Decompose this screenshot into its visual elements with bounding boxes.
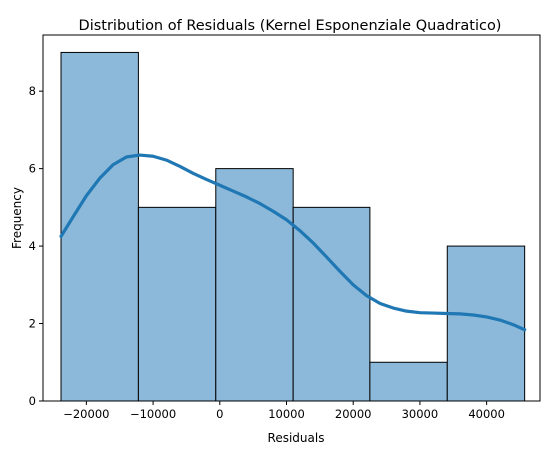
x-axis-ticks: −20000 −10000 0 10000 20000 30000 40000 <box>63 401 505 421</box>
x-tick-label: −20000 <box>63 407 109 421</box>
chart-title: Distribution of Residuals (Kernel Espone… <box>79 18 502 34</box>
y-tick-label: 0 <box>29 394 36 408</box>
y-axis-ticks: 0 2 4 6 8 <box>29 84 43 408</box>
histogram-bars <box>60 51 526 402</box>
y-tick-label: 8 <box>29 84 36 98</box>
x-tick-label: 10000 <box>268 407 305 421</box>
histogram-bar-1 <box>60 51 139 402</box>
y-tick-label: 2 <box>29 317 36 331</box>
kde-curve <box>59 153 527 332</box>
histogram-bar-4 <box>292 206 371 402</box>
histogram-bar-5 <box>369 361 448 402</box>
histogram-bar-2 <box>137 206 217 402</box>
histogram-bar-3 <box>215 168 294 402</box>
y-tick-label: 4 <box>29 239 36 253</box>
x-tick-label: −10000 <box>130 407 176 421</box>
plot-frame <box>42 34 541 402</box>
y-tick-label: 6 <box>29 162 36 176</box>
y-axis-label: Frequency <box>10 187 24 249</box>
x-axis-label: Residuals <box>268 431 325 445</box>
x-tick-label: 0 <box>216 407 223 421</box>
x-tick-label: 30000 <box>402 407 439 421</box>
x-tick-label: 40000 <box>468 407 505 421</box>
x-tick-label: 20000 <box>335 407 372 421</box>
